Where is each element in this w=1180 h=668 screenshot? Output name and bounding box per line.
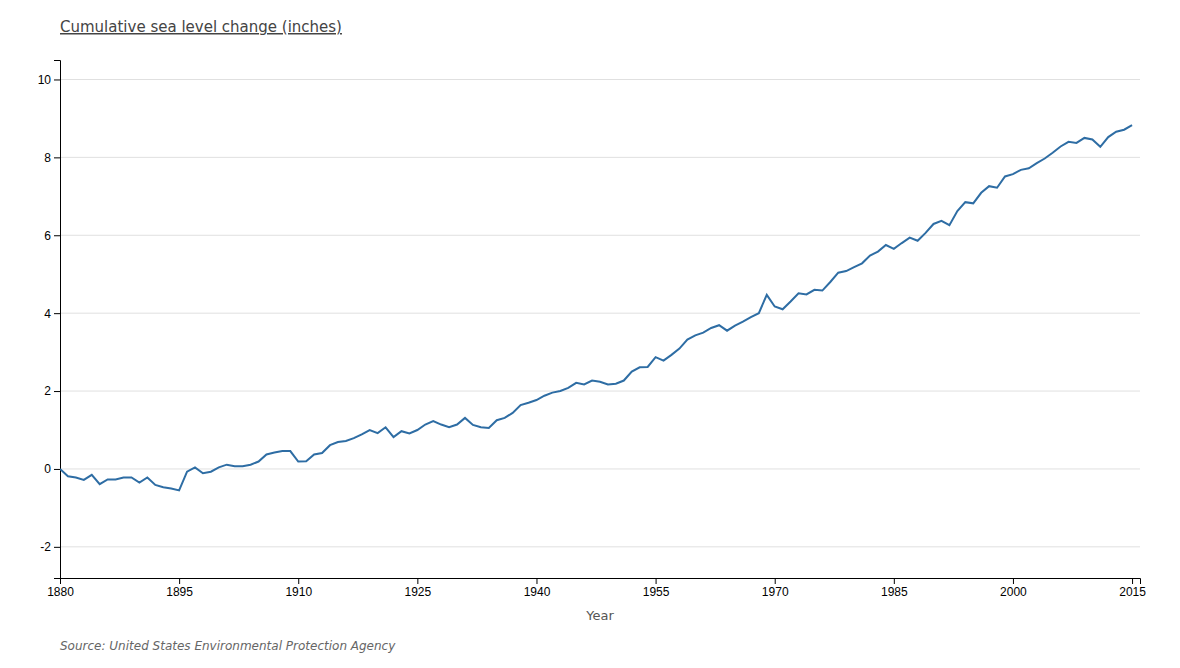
- x-tick: 1925: [405, 578, 432, 599]
- grid: [60, 79, 1140, 546]
- y-tick-label: 4: [44, 306, 51, 320]
- y-tick: 10: [38, 73, 60, 87]
- grid-line: [60, 546, 1140, 547]
- x-tick-label: 1985: [881, 585, 908, 599]
- x-tick-mark: [536, 578, 537, 584]
- x-tick-mark: [179, 578, 180, 584]
- x-tick: 1955: [643, 578, 670, 599]
- x-tick-mark: [417, 578, 418, 584]
- x-tick-mark: [1013, 578, 1014, 584]
- plot-area: [60, 125, 1132, 490]
- y-tick: 6: [44, 229, 60, 243]
- x-tick-label: 1895: [166, 585, 193, 599]
- x-tick-label: 2000: [1000, 585, 1027, 599]
- x-tick-mark: [656, 578, 657, 584]
- grid-line: [60, 313, 1140, 314]
- y-tick-label: -2: [40, 540, 51, 554]
- x-tick-label: 1925: [405, 585, 432, 599]
- y-tick-mark: [54, 235, 60, 236]
- y-tick-mark: [54, 157, 60, 158]
- y-tick-label: 10: [38, 73, 52, 87]
- x-tick-label: 1955: [643, 585, 670, 599]
- x-axis-title: Year: [585, 608, 614, 623]
- grid-line: [60, 391, 1140, 392]
- x-tick: 1910: [285, 578, 312, 599]
- y-axis: -2 0 2 4 6 8 10: [38, 61, 61, 579]
- x-tick: 1985: [881, 578, 908, 599]
- y-tick-label: 2: [44, 384, 51, 398]
- x-tick-mark: [1132, 578, 1133, 584]
- x-axis-line: [61, 579, 1141, 585]
- x-tick: 1970: [762, 578, 789, 599]
- y-tick-label: 6: [44, 229, 51, 243]
- grid-line: [60, 79, 1140, 80]
- x-tick: 1940: [524, 578, 551, 599]
- y-tick-mark: [54, 469, 60, 470]
- x-tick-label: 1970: [762, 585, 789, 599]
- line: [60, 125, 1132, 490]
- x-tick: 2015: [1119, 578, 1146, 599]
- grid-line: [60, 157, 1140, 158]
- x-tick-label: 2015: [1119, 585, 1146, 599]
- x-tick-label: 1910: [285, 585, 312, 599]
- y-tick-label: 0: [44, 462, 51, 476]
- x-axis: 1880 1895 1910 1925 1940 1955 1970 1985 2000 2015: [47, 578, 1146, 599]
- y-tick: 2: [44, 384, 60, 398]
- y-tick-mark: [54, 79, 60, 80]
- y-tick: -2: [40, 540, 60, 554]
- chart: 1880 1895 1910 1925 1940 1955 1970 1985 2000 2015…: [0, 0, 1180, 668]
- x-tick-label: 1940: [524, 585, 551, 599]
- y-tick-mark: [54, 391, 60, 392]
- x-tick: 1880: [47, 578, 74, 599]
- x-tick-mark: [775, 578, 776, 584]
- x-tick: 2000: [1000, 578, 1027, 599]
- y-tick: 0: [44, 462, 60, 476]
- x-tick-mark: [894, 578, 895, 584]
- y-tick: 4: [44, 306, 60, 320]
- grid-line: [60, 235, 1140, 236]
- y-tick: 8: [44, 151, 60, 165]
- y-tick-label: 8: [44, 151, 51, 165]
- y-axis-line: [54, 61, 61, 579]
- source-note: Source: United States Environmental Prot…: [60, 639, 396, 653]
- grid-line: [60, 468, 1140, 469]
- title: Cumulative sea level change (inches): [60, 18, 342, 36]
- x-tick-mark: [298, 578, 299, 584]
- y-tick-mark: [54, 547, 60, 548]
- y-tick-mark: [54, 313, 60, 314]
- x-tick: 1895: [166, 578, 193, 599]
- x-tick-label: 1880: [47, 585, 74, 599]
